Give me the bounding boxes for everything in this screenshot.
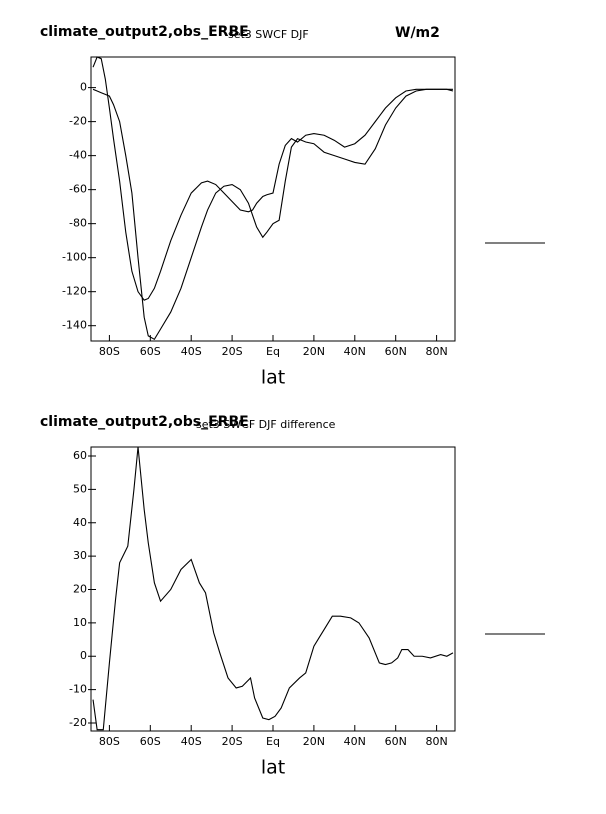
x-tick-label: 40S (181, 345, 202, 358)
x-tick-label: 80S (99, 735, 120, 748)
x-tick-label: 80N (425, 345, 447, 358)
x-tick-label: Eq (266, 735, 280, 748)
x-tick-label: 60S (140, 735, 161, 748)
units-label: W/m2 (395, 25, 440, 41)
x-tick-label: 60N (385, 345, 407, 358)
x-tick-label: 40N (344, 345, 366, 358)
x-tick-label: 60N (385, 735, 407, 748)
x-axis-label: lat (261, 367, 285, 389)
x-tick-label: 20N (303, 735, 325, 748)
x-tick-label: 40N (344, 735, 366, 748)
x-axis-label: lat (261, 757, 285, 779)
x-tick-label: 20S (222, 735, 243, 748)
x-tick-label: 40S (181, 735, 202, 748)
x-tick-label: 20N (303, 345, 325, 358)
y-tick-label: 10 (73, 616, 87, 629)
plot-frame (90, 446, 456, 732)
y-tick-label: 0 (80, 81, 87, 94)
plot-frame (90, 56, 456, 342)
y-tick-label: -20 (69, 115, 87, 128)
data-line (92, 88, 453, 341)
chart-subtitle: set3 SWCF DJF (228, 28, 309, 41)
x-tick-label: 80N (425, 735, 447, 748)
chart-subtitle: set3 SWCF DJF difference (196, 418, 336, 431)
y-tick-label: -40 (69, 149, 87, 162)
chart-title: climate_output2,obs_ERBE (40, 414, 249, 430)
data-line (92, 56, 454, 301)
y-tick-label: 60 (73, 449, 87, 462)
x-tick-label: 80S (99, 345, 120, 358)
y-tick-label: 40 (73, 516, 87, 529)
x-tick-label: 60S (140, 345, 161, 358)
y-tick-label: -20 (69, 716, 87, 729)
data-line (92, 446, 454, 731)
y-tick-label: -120 (62, 285, 87, 298)
y-tick-label: -80 (69, 217, 87, 230)
chart-title: climate_output2,obs_ERBE (40, 24, 249, 40)
y-tick-label: 0 (80, 649, 87, 662)
y-tick-label: -10 (69, 683, 87, 696)
y-tick-label: -100 (62, 251, 87, 264)
y-tick-label: 20 (73, 583, 87, 596)
x-tick-label: 20S (222, 345, 243, 358)
y-tick-label: 50 (73, 482, 87, 495)
x-tick-label: Eq (266, 345, 280, 358)
y-tick-label: -140 (62, 319, 87, 332)
y-tick-label: -60 (69, 183, 87, 196)
y-tick-label: 30 (73, 549, 87, 562)
